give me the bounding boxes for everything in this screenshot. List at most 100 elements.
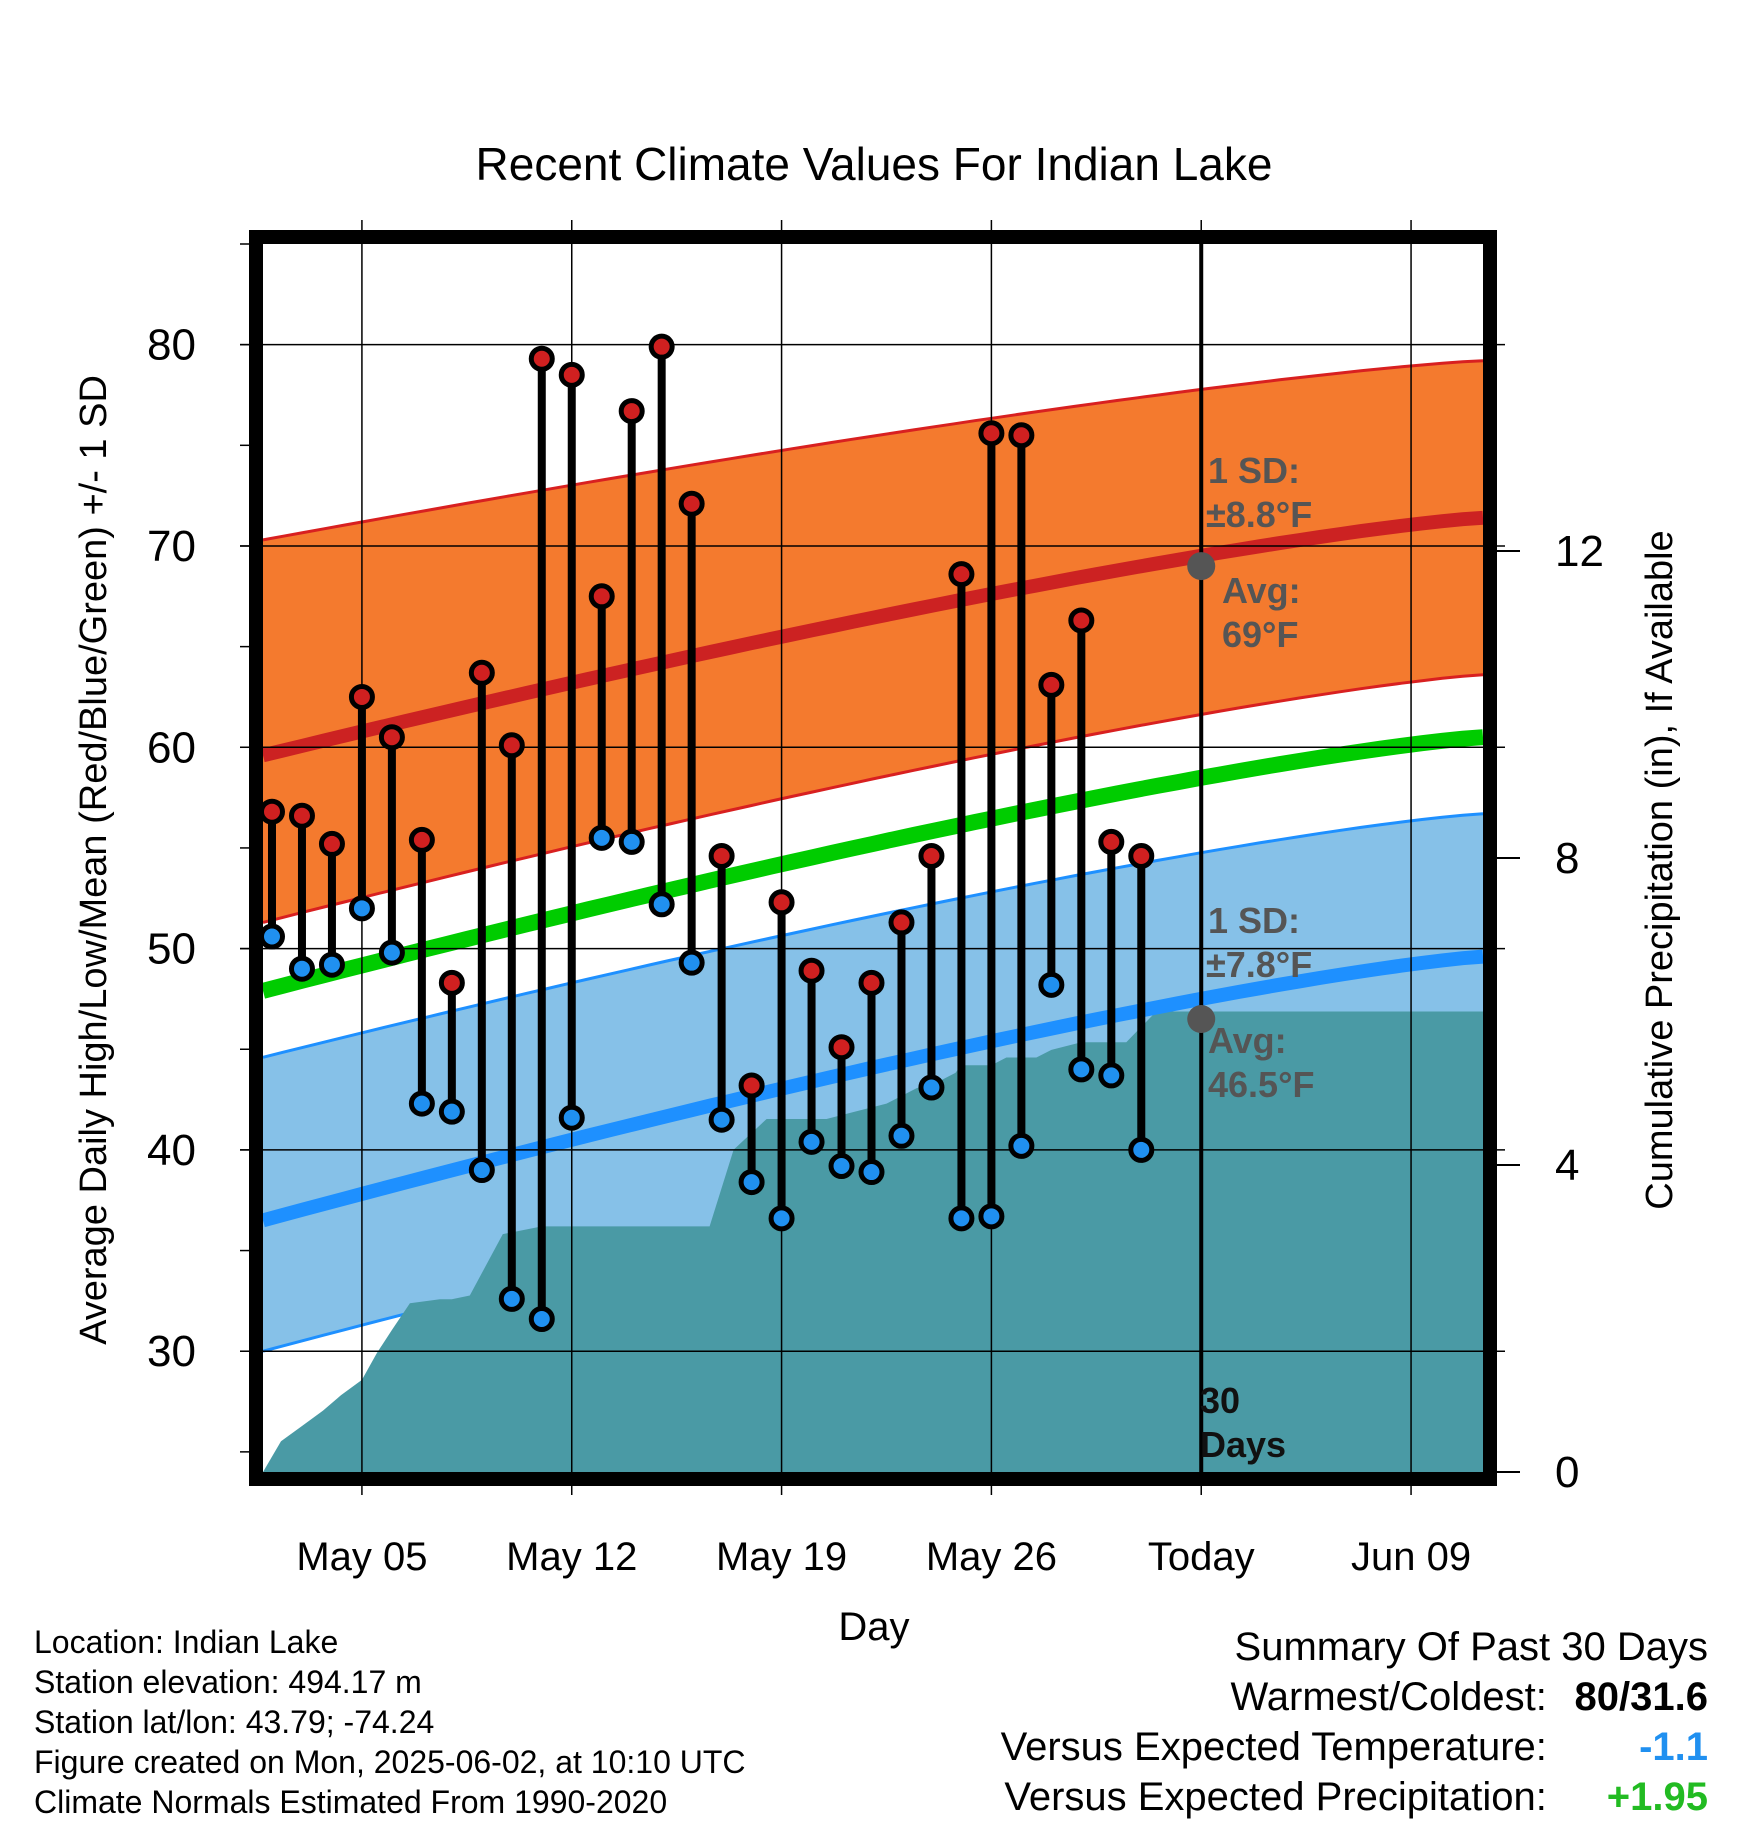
low-point — [618, 828, 645, 855]
low-point — [438, 1098, 465, 1125]
low-point — [648, 891, 675, 918]
high-point — [378, 724, 405, 751]
low-point — [288, 955, 315, 982]
high-point — [678, 490, 705, 517]
y-axis-label: Average Daily High/Low/Mean (Red/Blue/Gr… — [73, 375, 115, 1345]
high-point — [888, 909, 915, 936]
high-normal-line — [261, 510, 1484, 763]
high-point — [918, 842, 945, 869]
low-avg-marker — [1187, 1005, 1216, 1034]
high-band-lower-edge — [262, 673, 1484, 924]
high-point — [558, 361, 585, 388]
location-text: Location: Indian Lake — [34, 1624, 339, 1660]
low-sd-label: 1 SD: — [1208, 900, 1300, 941]
precip-value: +1.95 — [1606, 1775, 1708, 1819]
chart-title: Recent Climate Values For Indian Lake — [476, 138, 1273, 190]
high-point — [948, 561, 975, 588]
high-avg-label: Avg: — [1222, 570, 1301, 611]
high-point — [648, 333, 675, 360]
high-point — [978, 420, 1005, 447]
low-point — [558, 1104, 585, 1131]
low-band-upper-edge — [262, 812, 1484, 1059]
high-point — [348, 683, 375, 710]
low-point — [348, 895, 375, 922]
y-tick-label: 70 — [147, 522, 196, 571]
high-point — [258, 798, 285, 825]
high-point — [1008, 422, 1035, 449]
summary-title: Summary Of Past 30 Days — [1234, 1625, 1708, 1669]
y-tick-label: 60 — [147, 723, 196, 772]
y-tick-label: 50 — [147, 925, 196, 974]
high-point — [858, 969, 885, 996]
high-point — [1068, 607, 1095, 634]
low-point — [948, 1205, 975, 1232]
low-point — [378, 939, 405, 966]
low-point — [888, 1122, 915, 1149]
high-point — [1128, 842, 1155, 869]
high-point — [438, 969, 465, 996]
y2-tick-label: 0 — [1555, 1448, 1579, 1497]
high-point — [768, 889, 795, 916]
low-point — [1128, 1136, 1155, 1163]
x-axis-label: Day — [838, 1605, 909, 1649]
elevation-text: Station elevation: 494.17 m — [34, 1664, 422, 1700]
high-point — [1038, 671, 1065, 698]
high-point — [318, 830, 345, 857]
high-point — [588, 583, 615, 610]
low-point — [498, 1285, 525, 1312]
created-text: Figure created on Mon, 2025-06-02, at 10… — [34, 1744, 746, 1780]
warmest-label: Warmest/Coldest: — [1230, 1675, 1547, 1719]
summary-temp-row: Versus Expected Temperature: -1.1 — [1001, 1722, 1708, 1772]
y-tick-label: 80 — [147, 321, 196, 370]
days-word: Days — [1200, 1424, 1286, 1465]
low-point — [858, 1159, 885, 1186]
high-point — [408, 826, 435, 853]
high-point — [288, 802, 315, 829]
y2-tick-label: 4 — [1555, 1141, 1579, 1190]
high-avg-marker — [1187, 552, 1216, 581]
high-point — [468, 659, 495, 686]
high-sd-label: 1 SD: — [1208, 450, 1300, 491]
high-sd-value: ±8.8°F — [1206, 494, 1312, 535]
y-tick-label: 30 — [147, 1327, 196, 1376]
station-info: Location: Indian Lake Station elevation:… — [34, 1622, 746, 1822]
temp-label: Versus Expected Temperature: — [1000, 1725, 1547, 1769]
low-point — [1098, 1062, 1125, 1089]
high-point — [498, 732, 525, 759]
y2-tick-label: 12 — [1555, 527, 1604, 576]
low-sd-value: ±7.8°F — [1206, 944, 1312, 985]
x-tick-label: May 12 — [506, 1535, 637, 1579]
high-point — [708, 842, 735, 869]
summary-precip-row: Versus Expected Precipitation: +1.95 — [1001, 1772, 1708, 1822]
low-point — [1008, 1132, 1035, 1159]
y-tick-label: 40 — [147, 1126, 196, 1175]
high-point — [528, 345, 555, 372]
high-point — [738, 1072, 765, 1099]
low-point — [588, 824, 615, 851]
mean-normal-line — [260, 729, 1484, 999]
low-point — [798, 1128, 825, 1155]
days-count: 30 — [1200, 1380, 1240, 1421]
x-tick-label: May 26 — [926, 1535, 1057, 1579]
temp-value: -1.1 — [1639, 1725, 1708, 1769]
low-point — [978, 1203, 1005, 1230]
low-avg-label: Avg: — [1208, 1020, 1287, 1061]
high-band-upper-edge — [262, 359, 1484, 542]
x-tick-label: Today — [1148, 1535, 1255, 1579]
low-point — [918, 1074, 945, 1101]
low-point — [678, 949, 705, 976]
x-tick-label: Jun 09 — [1351, 1535, 1471, 1579]
low-avg-value: 46.5°F — [1208, 1064, 1314, 1105]
precipitation-area — [263, 1011, 1483, 1472]
high-point — [1098, 828, 1125, 855]
x-tick-label: May 19 — [716, 1535, 847, 1579]
low-point — [528, 1306, 555, 1333]
annotations: 1 SD: ±8.8°F Avg: 69°F 1 SD: ±7.8°F Avg:… — [1200, 450, 1314, 1465]
low-point — [318, 951, 345, 978]
low-point — [1068, 1056, 1095, 1083]
low-point — [258, 923, 285, 950]
high-avg-value: 69°F — [1222, 614, 1298, 655]
axes: 30 40 50 60 70 80 0 4 8 12 May 05 May 12 May 19 May 2… — [147, 220, 1604, 1579]
precip-label: Versus Expected Precipitation: — [1004, 1775, 1547, 1819]
low-point — [828, 1153, 855, 1180]
